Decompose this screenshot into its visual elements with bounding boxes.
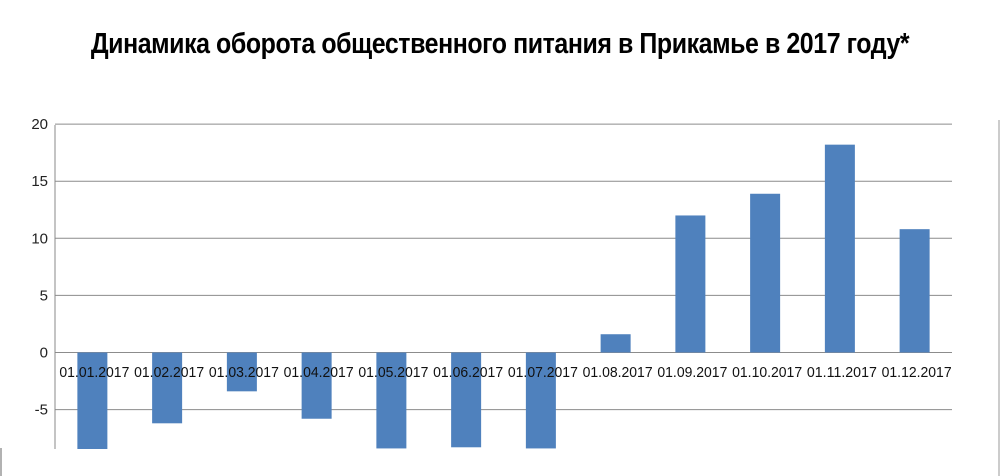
- bar: [824, 144, 855, 353]
- bar: [600, 334, 631, 353]
- bar: [152, 352, 183, 424]
- bar: [226, 352, 257, 392]
- x-tick-label: 01.03.2017: [209, 365, 279, 381]
- bar: [899, 229, 930, 353]
- x-tick-label: 01.07.2017: [508, 365, 578, 381]
- x-tick-label: 01.08.2017: [583, 365, 653, 381]
- x-tick-label: 01.01.2017: [59, 365, 129, 381]
- x-tick-label: 01.05.2017: [358, 365, 428, 381]
- y-axis-tick-labels: 20 15 10 5 0 -5: [31, 116, 48, 419]
- bar: [750, 193, 781, 353]
- y-tick-label: 20: [31, 116, 48, 133]
- x-tick-label: 01.02.2017: [134, 365, 204, 381]
- y-tick-label: 15: [31, 173, 48, 190]
- gridlines: [55, 123, 952, 411]
- x-tick-label: 01.10.2017: [732, 365, 802, 381]
- bar: [451, 352, 482, 448]
- bar: [525, 352, 556, 449]
- x-axis-tick-labels: 01.01.2017 01.02.2017 01.03.2017 01.04.2017…: [59, 365, 951, 381]
- bar: [376, 352, 407, 449]
- x-tick-label: 01.06.2017: [433, 365, 503, 381]
- y-tick-label: 0: [40, 345, 48, 362]
- x-tick-label: 01.12.2017: [882, 365, 952, 381]
- y-tick-label: 5: [40, 287, 48, 304]
- bars: [77, 144, 930, 449]
- bar: [301, 352, 332, 419]
- x-tick-label: 01.04.2017: [284, 365, 354, 381]
- bar: [675, 215, 706, 353]
- y-tick-label: 10: [31, 230, 48, 247]
- chart-title: Динамика оборота общественного питания в…: [90, 28, 910, 60]
- x-tick-label: 01.11.2017: [807, 365, 877, 381]
- y-tick-label: -5: [35, 402, 48, 419]
- bar: [77, 352, 108, 449]
- x-tick-label: 01.09.2017: [657, 365, 727, 381]
